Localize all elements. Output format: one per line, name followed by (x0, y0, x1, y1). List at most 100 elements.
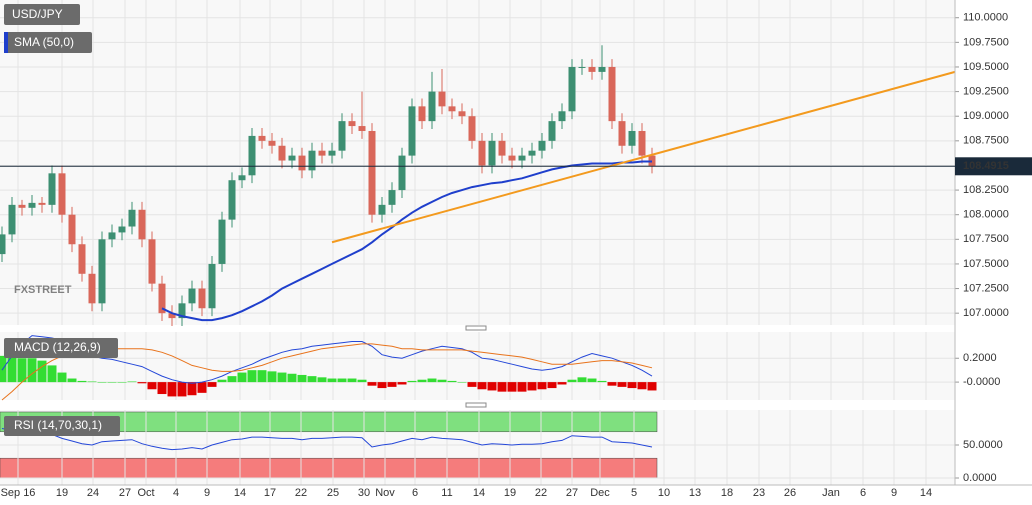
y-tick-label: 50.0000 (963, 439, 1003, 451)
candle-body (288, 155, 296, 161)
candle-body (128, 209, 136, 227)
candle-body (378, 204, 386, 215)
macd-bar (647, 382, 657, 391)
macd-bar (97, 382, 107, 383)
sma-box[interactable] (4, 32, 92, 53)
candle-body (58, 173, 66, 215)
candle-body (518, 155, 526, 161)
x-tick-label: 14 (234, 487, 246, 499)
macd-bar (377, 382, 387, 389)
candle-body (558, 111, 566, 122)
candle-body (88, 273, 96, 304)
x-tick-label: 24 (87, 487, 99, 499)
candle-body (458, 111, 466, 117)
candle-body (348, 121, 356, 127)
candle-body (198, 288, 206, 309)
resize-handle[interactable] (465, 325, 487, 331)
candle-body (338, 121, 346, 151)
candle-body (18, 204, 26, 208)
macd-bar (487, 382, 497, 391)
x-tick-label: 26 (784, 487, 796, 499)
candle-body (248, 135, 256, 176)
macd-bar (577, 377, 587, 383)
macd-bar (527, 382, 537, 391)
candle-body (628, 130, 636, 146)
macd-bar (547, 382, 557, 389)
macd-bar (537, 382, 547, 390)
macd-bar (67, 378, 77, 383)
rsi-box[interactable] (4, 416, 120, 436)
macd-bar (427, 378, 437, 383)
x-tick-label: Dec (590, 487, 610, 499)
macd-bar (47, 365, 57, 383)
x-tick-label: 27 (566, 487, 578, 499)
macd-bar (27, 358, 37, 383)
y-tick-label: 107.5000 (963, 258, 1009, 270)
x-tick-label: 18 (721, 487, 733, 499)
sma-swatch (4, 32, 8, 53)
macd-bar (457, 382, 467, 383)
candle-body (0, 234, 6, 255)
macd-bar (587, 378, 597, 383)
y-tick-label: 108.0000 (963, 209, 1009, 221)
macd-bar (217, 379, 227, 383)
macd-bar (597, 380, 607, 383)
candle-body (368, 130, 376, 215)
macd-box[interactable] (4, 338, 118, 358)
macd-bar (197, 382, 207, 393)
candle-body (148, 239, 156, 284)
candle-body (438, 91, 446, 107)
macd-bar (7, 355, 17, 383)
macd-bar (317, 377, 327, 383)
macd-bar (267, 371, 277, 383)
macd-bar (277, 372, 287, 383)
x-tick-label: 14 (473, 487, 485, 499)
macd-bar (17, 358, 27, 383)
watermark: FXSTREET (14, 284, 72, 296)
x-tick-label: 19 (56, 487, 68, 499)
macd-bar (297, 374, 307, 383)
macd-bar (337, 378, 347, 383)
candle-body (268, 140, 276, 146)
macd-bar (417, 379, 427, 383)
candle-body (158, 283, 166, 314)
candle-body (308, 150, 316, 171)
x-tick-label: 30 (358, 487, 370, 499)
macd-panel (0, 332, 955, 400)
candle-body (138, 209, 146, 240)
candle-body (578, 66, 586, 68)
macd-bar (227, 376, 237, 383)
y-tick-label: 107.2500 (963, 282, 1009, 294)
macd-bar (247, 370, 257, 383)
candle-body (328, 150, 336, 156)
candle-body (608, 66, 616, 122)
macd-line (1, 335, 653, 384)
main-panel (0, 0, 955, 325)
x-tick-label: 13 (689, 487, 701, 499)
macd-bar (107, 382, 117, 383)
macd-bar (397, 382, 407, 385)
macd-bar (567, 379, 577, 383)
symbol-box[interactable] (4, 4, 80, 25)
x-tick-label: 22 (295, 487, 307, 499)
candle-body (358, 126, 366, 131)
y-tick-label: 107.7500 (963, 233, 1009, 245)
candle-body (428, 91, 436, 122)
x-tick-label: Nov (375, 487, 395, 499)
x-tick-label: 27 (119, 487, 131, 499)
candle-body (318, 150, 326, 156)
rsi-band (0, 411, 658, 433)
y-tick-label: -0.0000 (963, 376, 1000, 388)
macd-bar (447, 380, 457, 383)
x-tick-label: 6 (412, 487, 418, 499)
candle-body (78, 244, 86, 274)
macd-bar (117, 382, 127, 383)
symbol-label: USD/JPY (12, 7, 63, 21)
x-tick-label: 10 (658, 487, 670, 499)
last-price-label: 108.4915 (963, 160, 1009, 172)
resize-handle[interactable] (465, 402, 487, 408)
y-tick-label: 108.2500 (963, 184, 1009, 196)
macd-bar (127, 381, 137, 383)
y-tick-label: 109.2500 (963, 85, 1009, 97)
